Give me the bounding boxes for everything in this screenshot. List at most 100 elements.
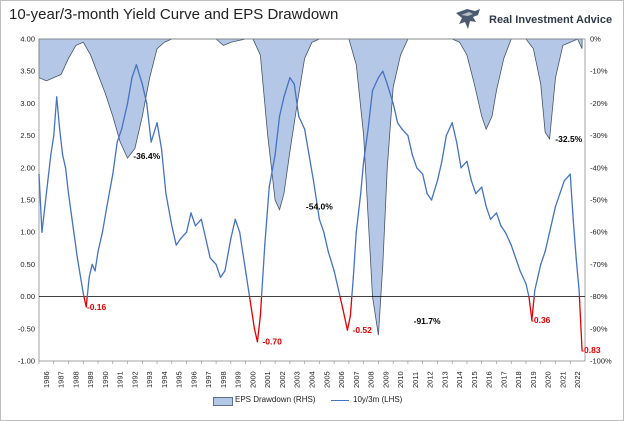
yield-line-segment: [342, 308, 349, 331]
x-tick-label: 1992: [130, 371, 139, 388]
yield-line-segment: [544, 231, 551, 253]
legend-swatch-line: [331, 400, 349, 401]
y-left-tick-label: 0.50: [20, 260, 35, 269]
yield-line-segment: [303, 128, 310, 156]
yield-line-segment: [209, 257, 217, 266]
yield-line-segment: [264, 186, 270, 246]
plot-border: [38, 38, 586, 362]
x-tick-label: 2012: [426, 371, 435, 388]
x-tick-label: 2022: [573, 371, 582, 388]
yield-line-segment: [101, 205, 108, 233]
legend-swatch-area: [213, 397, 233, 406]
y-right-tick-label: -70%: [590, 260, 608, 269]
yield-line-segment: [411, 154, 418, 169]
yield-line-segment: [274, 115, 281, 156]
y-left-tick-label: 2.00: [20, 163, 35, 172]
yield-line-segment: [396, 122, 403, 130]
yield-line-segment: [554, 192, 561, 208]
y-right-tick-label: -80%: [590, 292, 608, 301]
x-tick-label: 2020: [544, 371, 553, 388]
yield-line-segment: [559, 180, 565, 195]
yield-line-segment: [85, 295, 88, 308]
yield-line-segment: [392, 102, 399, 124]
yield-line-segment: [525, 283, 530, 298]
y-left-tick-label: 3.50: [20, 67, 35, 76]
y-left-tick-label: -0.50: [18, 324, 35, 333]
yield-line-segment: [260, 244, 266, 298]
x-tick-label: 1999: [234, 371, 243, 388]
yield-line-segment: [445, 122, 453, 137]
yield-line-segment: [519, 270, 527, 285]
yield-line-segment: [514, 257, 521, 272]
x-tick-label: 2018: [514, 371, 523, 388]
yield-line-segment: [106, 173, 114, 208]
chart-title: 10-year/3-month Yield Curve and EPS Draw…: [9, 6, 339, 23]
yield-line-segment: [298, 115, 306, 130]
x-tick-label: 1994: [160, 371, 169, 388]
yield-line-segment: [318, 218, 325, 233]
y-right-tick-label: -20%: [590, 99, 608, 108]
yield-line-segment: [180, 231, 188, 240]
yield-line-segment: [97, 231, 104, 253]
yield-line-segment: [537, 263, 542, 278]
yield-line-segment: [248, 295, 253, 311]
yield-line-segment: [38, 173, 43, 233]
x-tick-label: 2014: [455, 371, 464, 388]
annotation-label: -54.0%: [306, 201, 333, 211]
yield-line-segment: [531, 295, 535, 321]
yield-line-segment: [200, 218, 207, 240]
yield-line-segment: [175, 237, 182, 246]
yield-line-segment: [247, 289, 251, 298]
yield-line-segment: [377, 70, 384, 79]
x-tick-label: 1987: [57, 371, 66, 388]
legend-label-yield: 10y/3m (LHS): [353, 395, 403, 404]
yield-line-segment: [407, 134, 413, 156]
yield-line-segment: [56, 96, 61, 130]
yield-line-segment: [333, 270, 340, 291]
yield-line-segment: [64, 167, 70, 195]
x-tick-label: 1989: [86, 371, 95, 388]
yield-line-segment: [116, 128, 123, 143]
yield-line-segment: [528, 295, 533, 321]
yield-line-segment: [569, 173, 574, 220]
yield-line-segment: [500, 225, 506, 233]
y-right-tick-label: -40%: [590, 163, 608, 172]
yield-line-segment: [131, 64, 138, 79]
annotation-label: -0.70: [262, 337, 282, 347]
yield-line-segment: [327, 250, 335, 272]
yield-line-segment: [156, 122, 163, 150]
y-left-tick-label: 1.50: [20, 196, 35, 205]
yield-line-segment: [244, 270, 250, 291]
y-right-tick-label: -60%: [590, 228, 608, 237]
yield-line-segment: [289, 76, 295, 85]
yield-line-segment: [489, 212, 498, 220]
yield-line-segment: [293, 83, 300, 117]
eps-drawdown-area: [38, 38, 583, 336]
yield-line-segment: [352, 231, 357, 278]
x-tick-label: 2000: [248, 371, 257, 388]
yield-line-segment: [283, 76, 291, 98]
y-right-tick-label: -90%: [590, 324, 608, 333]
yield-line-segment: [510, 244, 517, 259]
y-left-tick-label: 1.00: [20, 228, 35, 237]
yield-line-segment: [72, 225, 79, 259]
yield-line-segment: [563, 173, 571, 182]
x-tick-label: 2015: [470, 371, 479, 388]
x-tick-label: 2010: [396, 371, 405, 388]
yield-line-segment: [455, 141, 462, 169]
x-tick-label: 2002: [278, 371, 287, 388]
annotation-label: -32.5%: [555, 134, 582, 144]
yield-line-segment: [401, 128, 409, 137]
yield-line-segment: [185, 212, 192, 233]
yield-line-segment: [94, 250, 99, 272]
yield-line-segment: [466, 160, 473, 182]
brand-logo: Real Investment Advice: [453, 5, 621, 35]
yield-line-segment: [346, 315, 352, 331]
x-tick-label: 1990: [101, 371, 110, 388]
yield-line-segment: [578, 295, 583, 351]
x-tick-label: 2006: [337, 371, 346, 388]
yield-line-segment: [171, 225, 177, 246]
yield-line-segment: [67, 192, 74, 227]
yield-line-segment: [190, 212, 197, 227]
y-left-tick-label: 4.00: [20, 35, 35, 44]
